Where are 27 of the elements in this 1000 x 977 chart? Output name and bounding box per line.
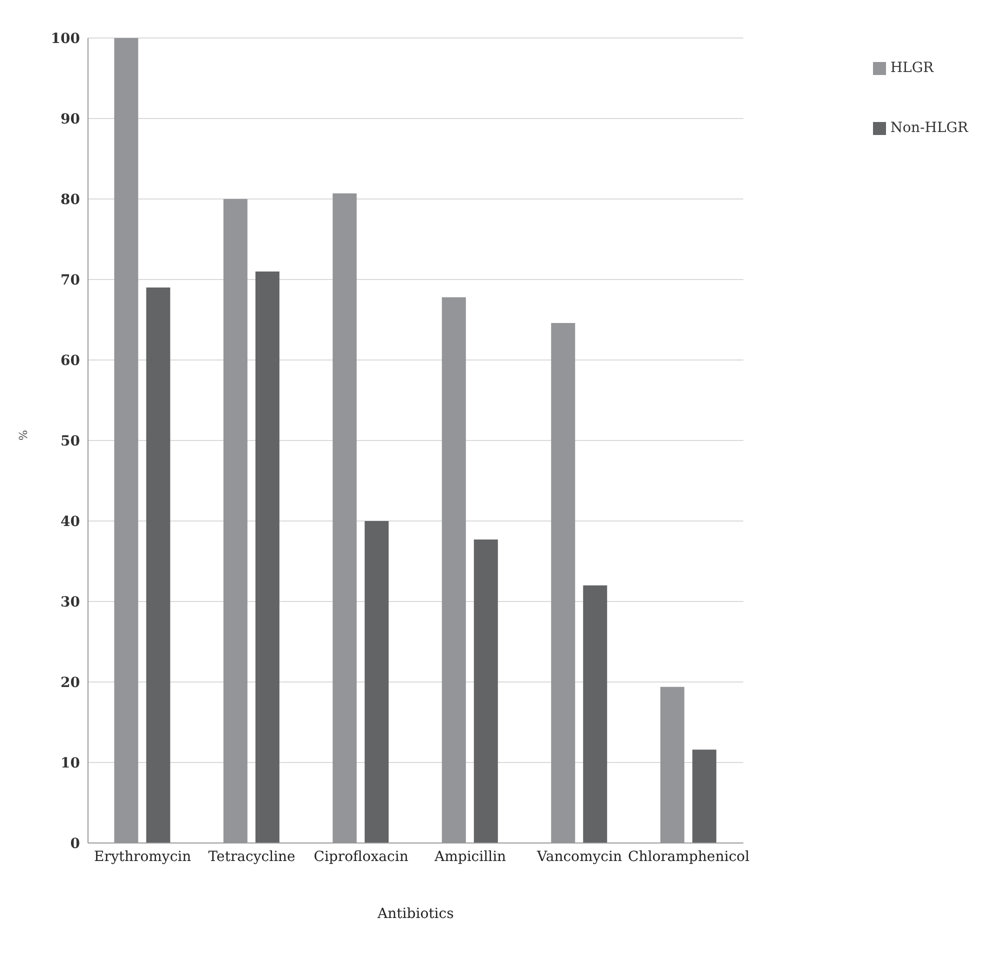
x-tick-label: Tetracycline bbox=[208, 848, 296, 865]
bar bbox=[364, 521, 389, 843]
y-tick-label: 20 bbox=[60, 674, 80, 691]
legend-label: Non-HLGR bbox=[890, 120, 968, 136]
y-tick-label: 40 bbox=[60, 514, 80, 530]
legend-label: HLGR bbox=[890, 60, 934, 76]
x-tick-label: Ciprofloxacin bbox=[314, 848, 408, 865]
y-tick-label: 70 bbox=[60, 272, 80, 288]
x-tick-label: Chloramphenicol bbox=[628, 848, 750, 865]
y-tick-label: 30 bbox=[60, 594, 80, 610]
x-axis-title: Antibiotics bbox=[376, 906, 454, 922]
bar bbox=[255, 271, 280, 843]
bar bbox=[474, 540, 498, 843]
bar bbox=[583, 585, 608, 843]
y-tick-label: 0 bbox=[70, 836, 80, 852]
y-tick-label: 50 bbox=[60, 433, 80, 450]
y-tick-label: 10 bbox=[60, 755, 80, 772]
y-tick-label: 90 bbox=[60, 111, 80, 128]
x-tick-label: Erythromycin bbox=[94, 848, 192, 865]
x-tick-label: Ampicillin bbox=[433, 848, 506, 865]
y-tick-label: 80 bbox=[60, 192, 80, 208]
bar bbox=[146, 288, 170, 843]
y-axis-title: % bbox=[16, 430, 30, 440]
y-tick-label: 100 bbox=[50, 30, 80, 47]
x-tick-label: Vancomycin bbox=[536, 848, 622, 865]
bar bbox=[692, 750, 716, 843]
y-tick-label: 60 bbox=[60, 352, 80, 369]
